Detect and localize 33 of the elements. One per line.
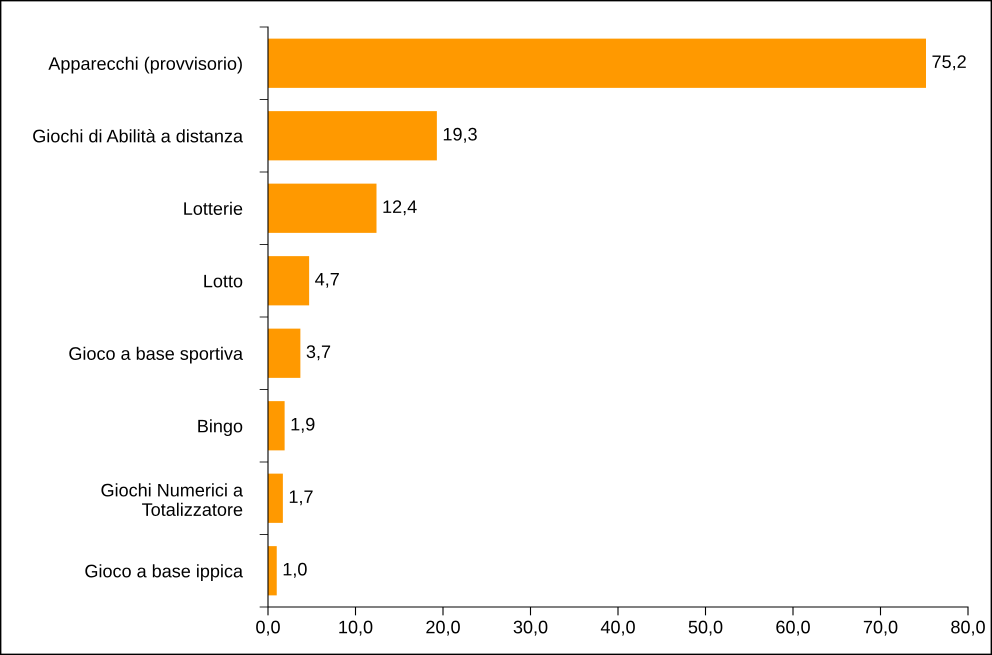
data-label: 3,7 <box>306 345 330 360</box>
bar <box>268 38 926 88</box>
y-tick-label: Apparecchi (provvisorio) <box>48 56 242 74</box>
y-tick-label: Bingo <box>198 419 242 436</box>
x-tick-label: 60,0 <box>776 620 810 636</box>
bar <box>268 328 300 378</box>
x-tick-label: 70,0 <box>864 620 898 636</box>
bar <box>268 111 437 160</box>
bar <box>268 184 376 233</box>
data-label: 75,2 <box>932 55 966 70</box>
x-tick-label: 10,0 <box>339 620 372 636</box>
x-tick-label: 40,0 <box>600 620 635 636</box>
bar <box>268 474 283 523</box>
bar <box>268 256 310 306</box>
data-label: 1,7 <box>290 490 313 506</box>
x-tick-label: 50,0 <box>688 620 722 636</box>
y-tick-label: Giochi di Abilità a distanza <box>33 128 244 142</box>
y-tick-label: Gioco a base ippica <box>85 564 244 582</box>
bar <box>268 401 285 450</box>
data-label: 12,4 <box>383 200 417 216</box>
y-tick-label: Lotterie <box>184 202 242 215</box>
y-tick-label: Lotto <box>204 274 242 288</box>
y-tick-label: Giochi Numerici a Totalizzatore <box>101 483 244 516</box>
data-label: 19,3 <box>444 128 477 143</box>
data-label: 1,9 <box>292 418 314 433</box>
data-label: 4,7 <box>315 272 339 288</box>
x-tick-label: 80,0 <box>951 620 985 636</box>
x-tick-label: 20,0 <box>426 620 460 636</box>
y-tick-label: Gioco a base sportiva <box>69 346 244 364</box>
x-tick-label: 0,0 <box>256 620 280 636</box>
x-tick-label: 30,0 <box>514 620 548 636</box>
data-label: 1,0 <box>284 562 307 578</box>
bar <box>268 546 277 596</box>
